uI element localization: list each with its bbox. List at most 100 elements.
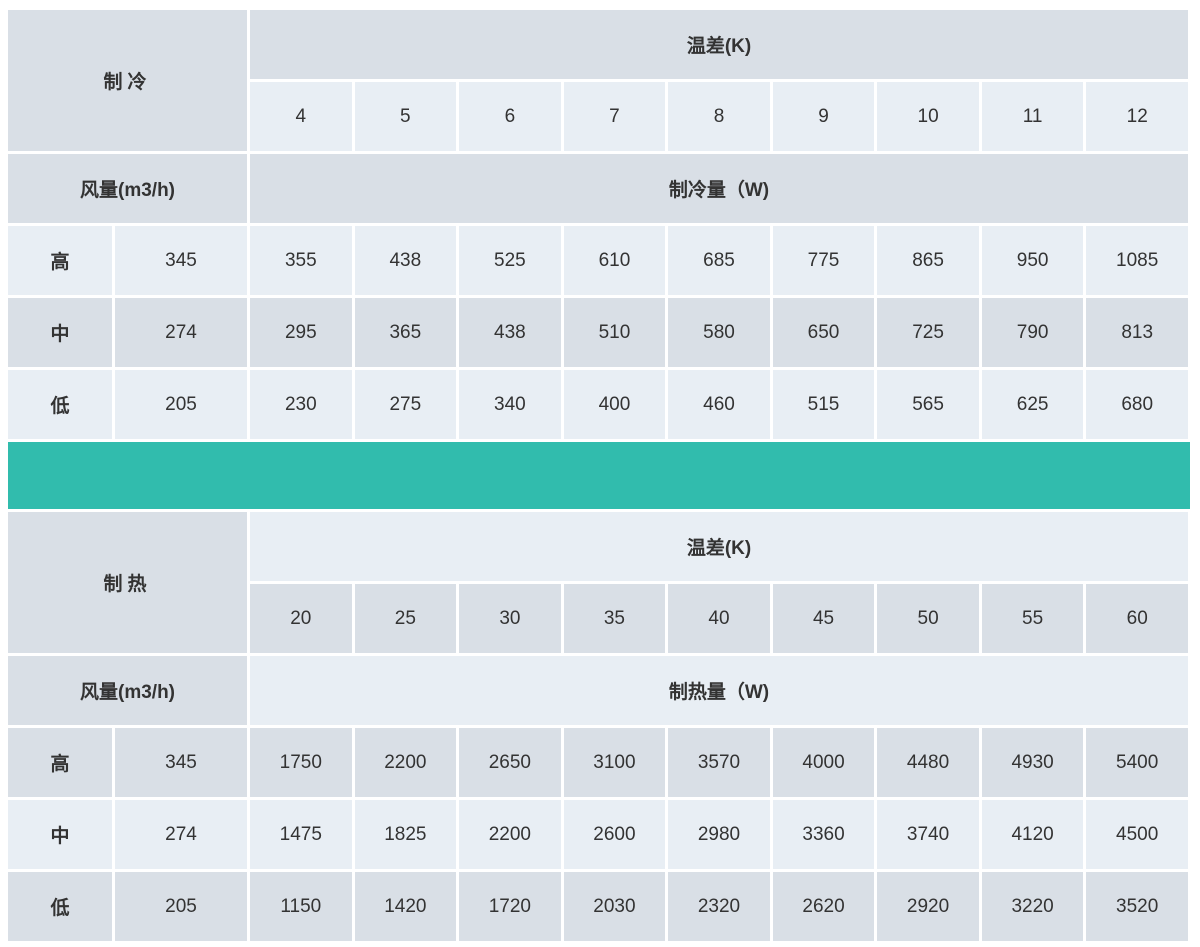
capacity-value: 3360: [772, 800, 875, 869]
capacity-value: 2620: [772, 872, 875, 941]
cooling-temp-tick: 6: [459, 82, 561, 151]
fan-speed-label: 高: [8, 226, 112, 295]
capacity-value: 2200: [459, 800, 561, 869]
capacity-value: 1475: [250, 800, 352, 869]
capacity-value: 365: [354, 298, 457, 367]
cooling-airflow-header: 风量(m3/h): [8, 154, 248, 223]
cooling-temp-tick: 8: [668, 82, 770, 151]
capacity-value: 340: [459, 370, 561, 439]
capacity-value: 813: [1086, 298, 1188, 367]
cooling-row-high: 高 345 355 438 525 610 685 775 865 950 10…: [8, 226, 1188, 295]
heating-temp-diff-header: 温差(K): [250, 512, 1188, 581]
capacity-value: 2650: [459, 728, 561, 797]
capacity-value: 355: [250, 226, 352, 295]
airflow-value: 274: [115, 298, 248, 367]
fan-speed-label: 中: [8, 298, 112, 367]
capacity-value: 725: [877, 298, 979, 367]
capacity-value: 5400: [1086, 728, 1188, 797]
cooling-title-cell: 制冷: [8, 10, 248, 151]
heating-temp-tick: 35: [563, 584, 666, 653]
capacity-value: 2030: [563, 872, 666, 941]
fan-speed-label: 低: [8, 370, 112, 439]
capacity-value: 1420: [354, 872, 457, 941]
capacity-value: 625: [981, 370, 1084, 439]
capacity-value: 950: [981, 226, 1084, 295]
cooling-temp-tick: 10: [877, 82, 979, 151]
capacity-value: 775: [772, 226, 875, 295]
heating-row-low: 低 205 1150 1420 1720 2030 2320 2620 2920…: [8, 872, 1188, 941]
cooling-temp-tick: 5: [354, 82, 457, 151]
capacity-value: 275: [354, 370, 457, 439]
capacity-value: 565: [877, 370, 979, 439]
capacity-value: 4480: [877, 728, 979, 797]
capacity-value: 1750: [250, 728, 352, 797]
cooling-capacity-header: 制冷量（W): [250, 154, 1188, 223]
capacity-value: 3740: [877, 800, 979, 869]
capacity-value: 790: [981, 298, 1084, 367]
capacity-value: 2200: [354, 728, 457, 797]
capacity-value: 2600: [563, 800, 666, 869]
capacity-value: 2320: [668, 872, 770, 941]
capacity-value: 680: [1086, 370, 1188, 439]
teal-separator-band: [8, 442, 1190, 509]
heating-temp-tick: 25: [354, 584, 457, 653]
capacity-value: 525: [459, 226, 561, 295]
capacity-value: 460: [668, 370, 770, 439]
airflow-value: 345: [115, 226, 248, 295]
capacity-value: 400: [563, 370, 666, 439]
capacity-value: 2920: [877, 872, 979, 941]
cooling-temp-tick: 7: [563, 82, 666, 151]
heating-temp-values-row: 20 25 30 35 40 45 50 55 60: [8, 584, 1188, 653]
heating-row-high: 高 345 1750 2200 2650 3100 3570 4000 4480…: [8, 728, 1188, 797]
capacity-value: 438: [459, 298, 561, 367]
airflow-value: 205: [115, 370, 248, 439]
cooling-temp-values-row: 4 5 6 7 8 9 10 11 12: [8, 82, 1188, 151]
capacity-value: 1825: [354, 800, 457, 869]
capacity-value: 685: [668, 226, 770, 295]
cooling-temp-tick: 12: [1086, 82, 1188, 151]
capacity-value: 4500: [1086, 800, 1188, 869]
capacity-value: 230: [250, 370, 352, 439]
capacity-value: 438: [354, 226, 457, 295]
capacity-value: 4120: [981, 800, 1084, 869]
capacity-value: 610: [563, 226, 666, 295]
capacity-value: 2980: [668, 800, 770, 869]
cooling-table: 制冷 温差(K) 4 5 6 7 8 9 10 11 12 风量(m3/h) 制…: [5, 7, 1191, 442]
heating-subheader-row: 风量(m3/h) 制热量（W): [8, 656, 1188, 725]
capacity-value: 515: [772, 370, 875, 439]
heating-temp-tick: 55: [981, 584, 1084, 653]
airflow-value: 274: [115, 800, 248, 869]
heating-temp-tick: 45: [772, 584, 875, 653]
capacity-value: 580: [668, 298, 770, 367]
cooling-subheader-row: 风量(m3/h) 制冷量（W): [8, 154, 1188, 223]
capacity-value: 650: [772, 298, 875, 367]
capacity-value: 1085: [1086, 226, 1188, 295]
fan-speed-label: 中: [8, 800, 112, 869]
cooling-temp-tick: 11: [981, 82, 1084, 151]
heating-temp-tick: 50: [877, 584, 979, 653]
heating-capacity-header: 制热量（W): [250, 656, 1188, 725]
heating-airflow-header: 风量(m3/h): [8, 656, 248, 725]
capacity-value: 3220: [981, 872, 1084, 941]
capacity-value: 510: [563, 298, 666, 367]
heating-temp-tick: 60: [1086, 584, 1188, 653]
capacity-value: 3100: [563, 728, 666, 797]
airflow-value: 205: [115, 872, 248, 941]
fan-speed-label: 高: [8, 728, 112, 797]
heating-temp-tick: 30: [459, 584, 561, 653]
cooling-temp-tick: 4: [250, 82, 352, 151]
fan-speed-label: 低: [8, 872, 112, 941]
heating-title-cell: 制热: [8, 512, 248, 653]
cooling-row-low: 低 205 230 275 340 400 460 515 565 625 68…: [8, 370, 1188, 439]
capacity-value: 295: [250, 298, 352, 367]
heating-temp-tick: 40: [668, 584, 770, 653]
capacity-value: 865: [877, 226, 979, 295]
heating-row-mid: 中 274 1475 1825 2200 2600 2980 3360 3740…: [8, 800, 1188, 869]
airflow-value: 345: [115, 728, 248, 797]
heating-temp-tick: 20: [250, 584, 352, 653]
cooling-temp-tick: 9: [772, 82, 875, 151]
cooling-header-row-1: 制冷 温差(K): [8, 10, 1188, 151]
cooling-temp-diff-header: 温差(K): [250, 10, 1188, 79]
cooling-row-mid: 中 274 295 365 438 510 580 650 725 790 81…: [8, 298, 1188, 367]
